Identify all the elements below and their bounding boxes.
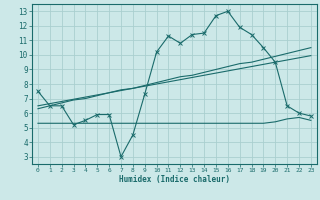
- X-axis label: Humidex (Indice chaleur): Humidex (Indice chaleur): [119, 175, 230, 184]
